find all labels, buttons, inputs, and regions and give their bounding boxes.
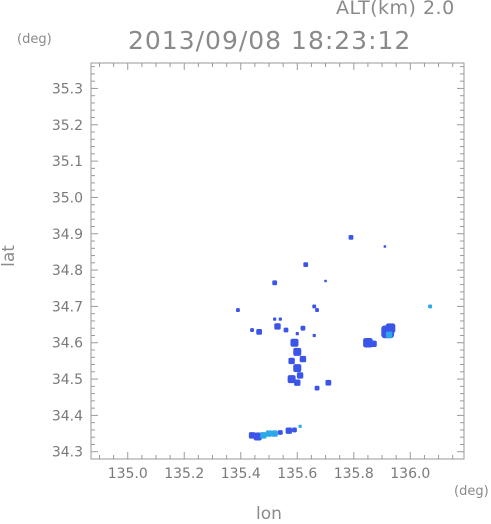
echo-point (370, 340, 377, 348)
tick-labels: 135.0 135.2 135.4 135.6 135.8 136.0 34.3 34.4 34… (52, 81, 431, 482)
echo-point (300, 325, 306, 331)
echo-point (285, 427, 293, 434)
echo-point (236, 308, 240, 312)
echo-point (256, 328, 263, 335)
y-tick-label: 35.1 (52, 154, 83, 170)
echo-point (383, 245, 387, 248)
echo-point (272, 280, 278, 286)
x-tick-label: 135.0 (108, 466, 148, 482)
echo-point (253, 432, 262, 441)
echo-point (274, 323, 281, 330)
echo-point (277, 430, 283, 435)
x-axis-label: lon (256, 504, 282, 524)
y-tick-label: 34.6 (52, 336, 83, 352)
echo-point (303, 262, 309, 268)
echo-point (428, 304, 433, 309)
x-tick-label: 135.6 (277, 466, 317, 482)
echo-point (312, 304, 317, 309)
echo-point (292, 427, 297, 433)
echo-point (260, 432, 267, 439)
echo-points (236, 234, 433, 441)
y-tick-label: 34.4 (52, 408, 83, 424)
altitude-label: ALT(km) 2.0 (336, 0, 455, 19)
echo-point (273, 317, 277, 321)
y-unit-label: (deg) (17, 32, 52, 47)
echo-point (325, 379, 332, 386)
echo-point (363, 337, 373, 348)
y-tick-label: 34.3 (52, 445, 83, 461)
echo-point (265, 430, 273, 437)
echo-point (283, 327, 289, 333)
x-tick-label: 136.0 (390, 466, 430, 482)
echo-point (250, 328, 254, 332)
echo-point (299, 355, 307, 363)
echo-point (294, 379, 301, 386)
echo-point (293, 364, 302, 373)
echo-point (287, 375, 296, 384)
y-tick-label: 34.7 (52, 299, 83, 315)
echo-point (271, 430, 278, 437)
echo-point (296, 372, 304, 379)
echo-point (248, 432, 256, 439)
plot-frame (90, 62, 465, 460)
y-tick-label: 34.9 (52, 227, 83, 243)
echo-point (298, 424, 302, 428)
y-tick-label: 35.3 (52, 81, 83, 97)
timestamp-title: 2013/09/08 18:23:12 (128, 26, 412, 55)
x-unit-label: (deg) (454, 484, 489, 499)
echo-point (288, 357, 295, 365)
echo-point (314, 385, 320, 391)
y-tick-label: 35.0 (52, 190, 83, 206)
echo-point (315, 308, 319, 312)
echo-point (324, 279, 327, 283)
x-tick-label: 135.2 (164, 466, 204, 482)
x-tick-label: 135.8 (334, 466, 374, 482)
y-tick-label: 34.8 (52, 263, 83, 279)
echo-point (312, 333, 316, 338)
echo-point (385, 331, 393, 338)
echo-point (385, 323, 396, 334)
echo-point (290, 338, 299, 347)
echo-point (278, 317, 282, 321)
x-tick-label: 135.4 (221, 466, 261, 482)
y-tick-label: 35.2 (52, 118, 83, 134)
y-tick-label: 34.5 (52, 372, 83, 388)
axis-ticks (91, 63, 464, 460)
echo-point (293, 347, 302, 356)
echo-point (348, 234, 354, 240)
echo-point (295, 332, 299, 336)
